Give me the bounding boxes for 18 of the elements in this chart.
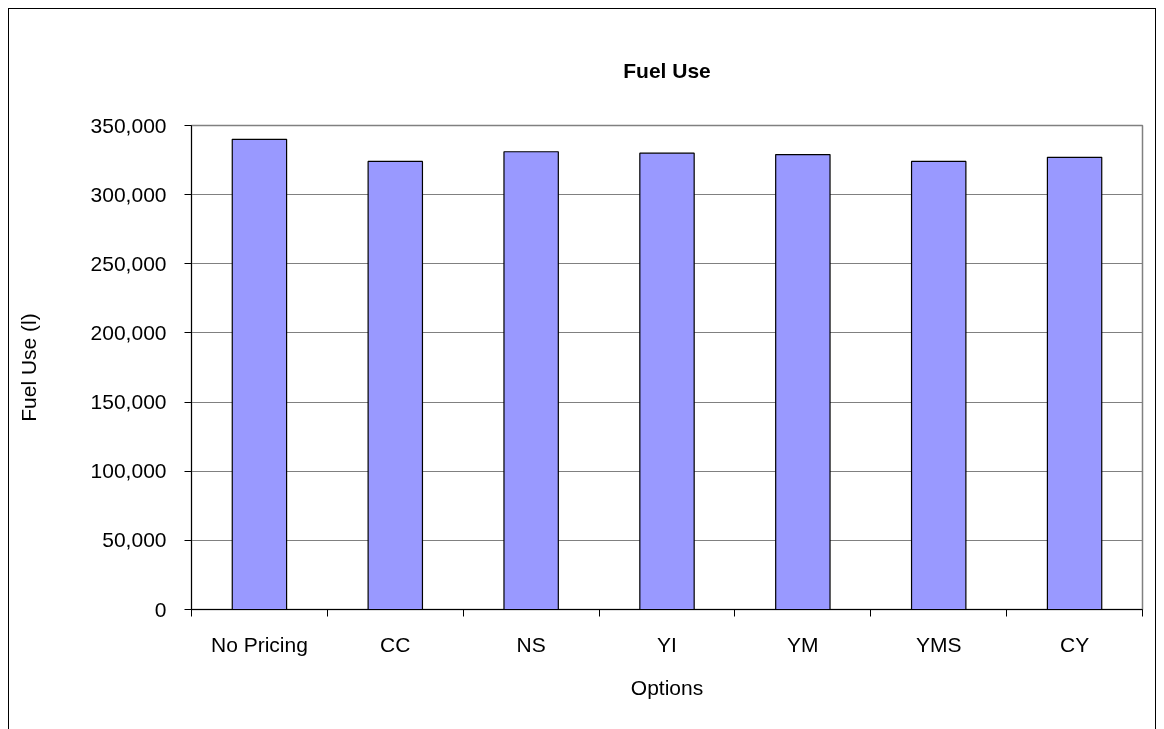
- x-tick-label: YM: [787, 632, 819, 656]
- y-tick-label: 300,000: [90, 182, 167, 206]
- y-tick-label: 200,000: [90, 320, 167, 344]
- y-tick-label: 50,000: [102, 528, 167, 552]
- x-tick-label: YI: [657, 632, 677, 656]
- y-tick-label: 0: [154, 597, 167, 621]
- x-axis-title: Options: [630, 675, 704, 699]
- chart-title: Fuel Use: [623, 58, 711, 82]
- x-tick-label: YMS: [915, 632, 962, 656]
- y-tick-label: 100,000: [90, 459, 167, 483]
- x-tick-label: CY: [1059, 632, 1090, 656]
- y-axis-title: Fuel Use (l): [16, 313, 40, 422]
- x-tick-label: NS: [516, 632, 546, 656]
- y-tick-label: 350,000: [90, 113, 167, 137]
- y-tick-label: 150,000: [90, 390, 167, 414]
- x-tick-label: No Pricing: [210, 632, 308, 656]
- x-tick-label: CC: [380, 632, 411, 656]
- y-tick-label: 250,000: [90, 251, 167, 275]
